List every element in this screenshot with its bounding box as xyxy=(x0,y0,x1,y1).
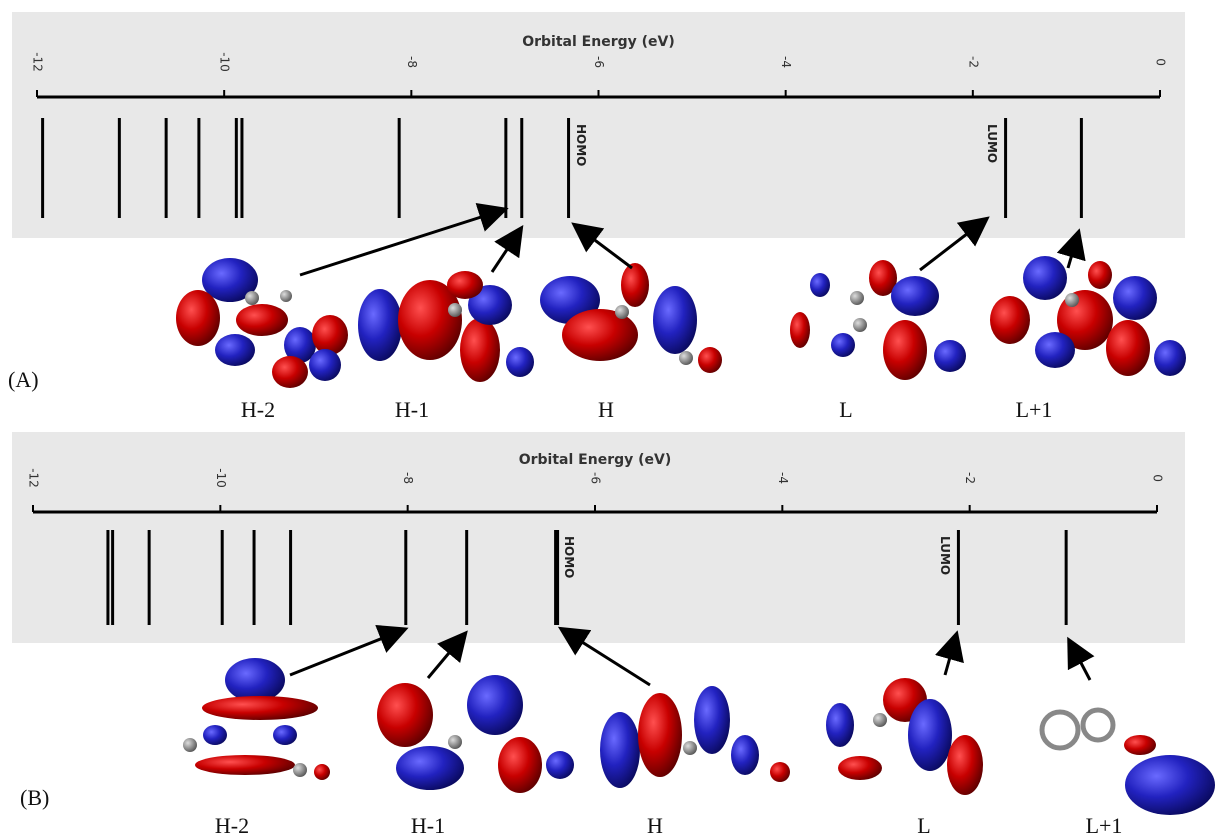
orbital-image xyxy=(826,678,983,795)
orbital-label: L+1 xyxy=(1016,397,1053,422)
x-tick-label: -8 xyxy=(405,56,419,68)
orbital-label: H-2 xyxy=(215,813,249,838)
orbital-image xyxy=(600,686,790,788)
panel-label: (A) xyxy=(8,367,39,392)
x-tick-label: -8 xyxy=(401,472,415,484)
orbital-label: L+1 xyxy=(1086,813,1123,838)
orbital-image xyxy=(790,260,966,380)
x-tick-label: -12 xyxy=(27,468,41,488)
orbital-image xyxy=(377,675,574,793)
x-tick-label: -2 xyxy=(966,56,980,68)
axis-title: Orbital Energy (eV) xyxy=(522,34,675,50)
orbital-image xyxy=(183,658,330,780)
x-tick-label: -6 xyxy=(589,472,603,484)
x-tick-label: -6 xyxy=(592,56,606,68)
level-annotation: HOMO xyxy=(562,536,576,578)
x-tick-label: -4 xyxy=(779,56,793,68)
orbital-image xyxy=(176,258,348,388)
x-tick-label: 0 xyxy=(1151,474,1165,482)
orbital-label: H xyxy=(647,813,663,838)
orbital-label: L xyxy=(839,397,852,422)
orbital-label: H-2 xyxy=(241,397,275,422)
figure: Orbital Energy (eV) -12 -10 -8 -6 -4 -2 0 HOMO LU… xyxy=(0,0,1216,838)
orbital-label: L xyxy=(917,813,930,838)
orbital-image xyxy=(358,271,534,382)
x-tick-label: -4 xyxy=(776,472,790,484)
panel-label: (B) xyxy=(20,785,49,810)
level-annotation: LUMO xyxy=(985,124,999,163)
orbital-label: H xyxy=(598,397,614,422)
x-tick-label: -10 xyxy=(218,52,232,72)
orbital-label: H-1 xyxy=(395,397,429,422)
orbital-image xyxy=(990,256,1186,376)
x-tick-label: -12 xyxy=(31,52,45,72)
axis-title: Orbital Energy (eV) xyxy=(519,452,672,468)
orbital-label: H-1 xyxy=(411,813,445,838)
orbital-image xyxy=(540,263,722,373)
orbital-image xyxy=(1042,710,1215,815)
x-tick-label: -2 xyxy=(963,472,977,484)
level-annotation: HOMO xyxy=(574,124,588,166)
x-tick-label: -10 xyxy=(214,468,228,488)
x-tick-label: 0 xyxy=(1154,58,1168,66)
level-annotation: LUMO xyxy=(938,536,952,575)
